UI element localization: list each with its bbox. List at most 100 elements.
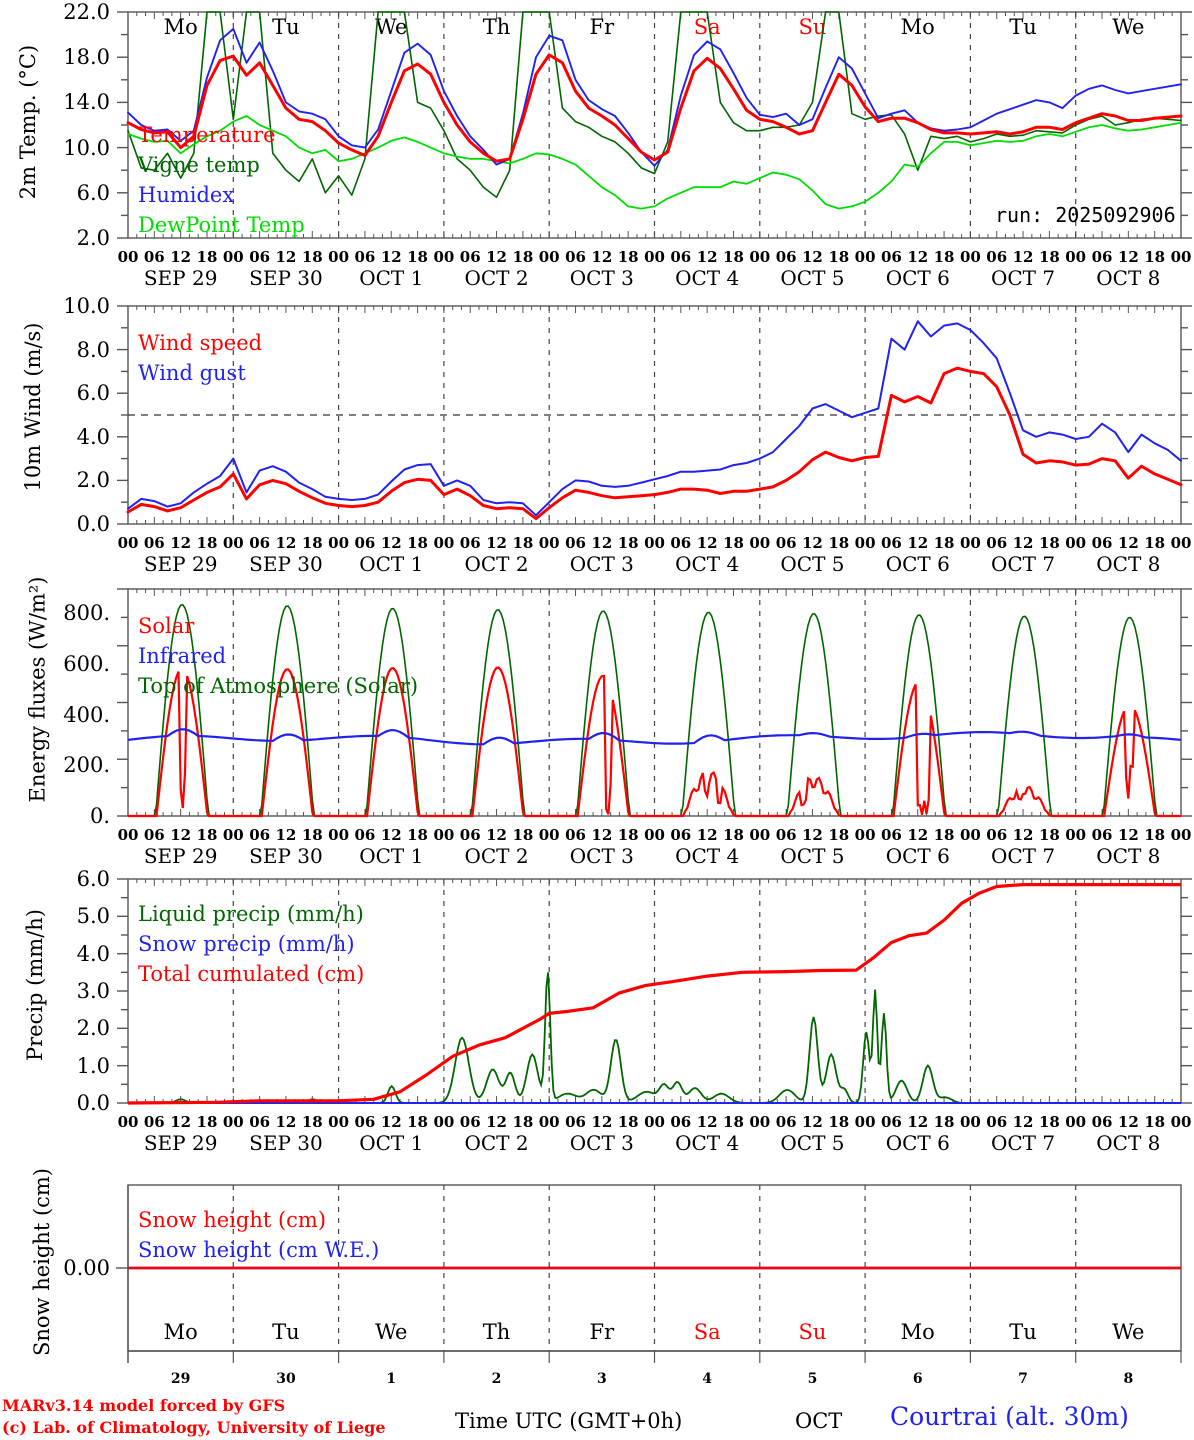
svg-text:12: 12 (486, 1113, 507, 1131)
svg-text:00: 00 (328, 826, 349, 844)
svg-text:06: 06 (565, 534, 586, 552)
svg-text:OCT 4: OCT 4 (675, 1131, 739, 1155)
footer-month-label: OCT (795, 1409, 843, 1433)
svg-text:4: 4 (702, 1371, 712, 1387)
svg-text:06: 06 (1092, 534, 1113, 552)
svg-text:Tu: Tu (272, 1320, 300, 1344)
svg-text:7: 7 (1018, 1371, 1028, 1387)
svg-text:1: 1 (386, 1371, 396, 1387)
svg-text:18: 18 (1039, 534, 1060, 552)
wind-plot: Wind speed Wind gust 00 06 12 18 00 06 12 18 00 06 1… (117, 305, 1192, 575)
footer-credit-line1: MARv3.14 model forced by GFS (2, 1396, 286, 1415)
ytick: 600. (63, 651, 110, 676)
svg-text:18: 18 (197, 534, 218, 552)
svg-text:Vigne temp: Vigne temp (137, 153, 260, 177)
svg-text:12: 12 (1013, 248, 1034, 266)
svg-text:06: 06 (144, 248, 165, 266)
svg-text:We: We (1112, 15, 1144, 39)
svg-text:06: 06 (670, 1113, 691, 1131)
svg-text:06: 06 (354, 534, 375, 552)
svg-text:06: 06 (776, 248, 797, 266)
svg-text:18: 18 (302, 248, 323, 266)
footer-location: Courtrai (alt. 30m) (890, 1402, 1129, 1431)
svg-text:OCT 7: OCT 7 (991, 266, 1055, 290)
svg-text:12: 12 (170, 1113, 191, 1131)
svg-text:We: We (1112, 1320, 1144, 1344)
svg-text:06: 06 (986, 248, 1007, 266)
svg-text:06: 06 (144, 826, 165, 844)
ytick: 0. (89, 804, 110, 829)
svg-text:12: 12 (276, 534, 297, 552)
svg-text:00: 00 (433, 1113, 454, 1131)
svg-text:18: 18 (934, 826, 955, 844)
svg-text:00: 00 (749, 826, 770, 844)
svg-text:00: 00 (118, 534, 139, 552)
ytick: 0.0 (76, 512, 110, 536)
svg-text:SEP 30: SEP 30 (249, 266, 323, 290)
svg-text:00: 00 (1171, 248, 1192, 266)
svg-text:06: 06 (881, 248, 902, 266)
panel-energy: Energy fluxes (W/m²) 800. 600. 400. 200.… (0, 575, 1194, 865)
svg-text:18: 18 (512, 534, 533, 552)
svg-text:12: 12 (486, 248, 507, 266)
ytick: 10.0 (63, 135, 110, 160)
svg-text:12: 12 (1118, 534, 1139, 552)
ytick: 3.0 (76, 979, 110, 1003)
svg-text:12: 12 (591, 248, 612, 266)
svg-text:18: 18 (828, 826, 849, 844)
svg-text:12: 12 (170, 248, 191, 266)
svg-text:00: 00 (539, 1113, 560, 1131)
svg-text:18: 18 (828, 534, 849, 552)
svg-text:06: 06 (565, 1113, 586, 1131)
svg-text:OCT 5: OCT 5 (780, 844, 844, 865)
svg-text:06: 06 (144, 534, 165, 552)
svg-text:SEP 30: SEP 30 (249, 1131, 323, 1155)
svg-text:18: 18 (723, 826, 744, 844)
svg-text:06: 06 (776, 534, 797, 552)
svg-text:OCT 1: OCT 1 (359, 552, 423, 575)
svg-text:18: 18 (407, 534, 428, 552)
energy-plot: Solar Infrared Top of Atmosphere (Solar) 00… (117, 588, 1192, 865)
svg-text:SEP 29: SEP 29 (144, 1131, 218, 1155)
svg-text:00: 00 (960, 248, 981, 266)
svg-text:OCT 8: OCT 8 (1096, 1131, 1160, 1155)
svg-text:OCT 4: OCT 4 (675, 844, 739, 865)
svg-text:18: 18 (302, 534, 323, 552)
svg-text:12: 12 (381, 534, 402, 552)
svg-text:18: 18 (828, 248, 849, 266)
svg-text:Tu: Tu (272, 15, 300, 39)
svg-text:06: 06 (1092, 826, 1113, 844)
svg-text:00: 00 (1065, 826, 1086, 844)
ytick: 800. (63, 601, 110, 625)
svg-text:2: 2 (492, 1371, 502, 1387)
ytick: 5.0 (76, 904, 110, 929)
ytick: 10.0 (63, 294, 110, 318)
svg-text:00: 00 (855, 1113, 876, 1131)
svg-text:06: 06 (1092, 1113, 1113, 1131)
svg-text:OCT 7: OCT 7 (991, 844, 1055, 865)
svg-text:00: 00 (644, 826, 665, 844)
svg-text:OCT 7: OCT 7 (991, 552, 1055, 575)
svg-text:00: 00 (223, 826, 244, 844)
svg-text:SEP 30: SEP 30 (249, 844, 323, 865)
ytick: 22.0 (63, 0, 110, 24)
svg-text:SEP 30: SEP 30 (249, 552, 323, 575)
svg-text:OCT 5: OCT 5 (780, 552, 844, 575)
run-label: run: 2025092906 (995, 203, 1176, 227)
svg-text:00: 00 (1171, 826, 1192, 844)
svg-text:Infrared: Infrared (138, 644, 226, 668)
svg-text:OCT 5: OCT 5 (780, 266, 844, 290)
precip-plot: Liquid precip (mm/h) Snow precip (mm/h) To… (117, 878, 1192, 1155)
svg-text:Mo: Mo (164, 15, 198, 39)
ytick: 14.0 (63, 90, 110, 115)
svg-text:00: 00 (223, 1113, 244, 1131)
svg-text:06: 06 (565, 248, 586, 266)
svg-text:00: 00 (960, 826, 981, 844)
ytick: 4.0 (76, 941, 110, 966)
svg-text:18: 18 (723, 534, 744, 552)
svg-text:06: 06 (460, 248, 481, 266)
svg-text:06: 06 (249, 248, 270, 266)
svg-text:SEP 29: SEP 29 (144, 552, 218, 575)
svg-text:Sa: Sa (694, 15, 721, 39)
svg-text:06: 06 (354, 826, 375, 844)
